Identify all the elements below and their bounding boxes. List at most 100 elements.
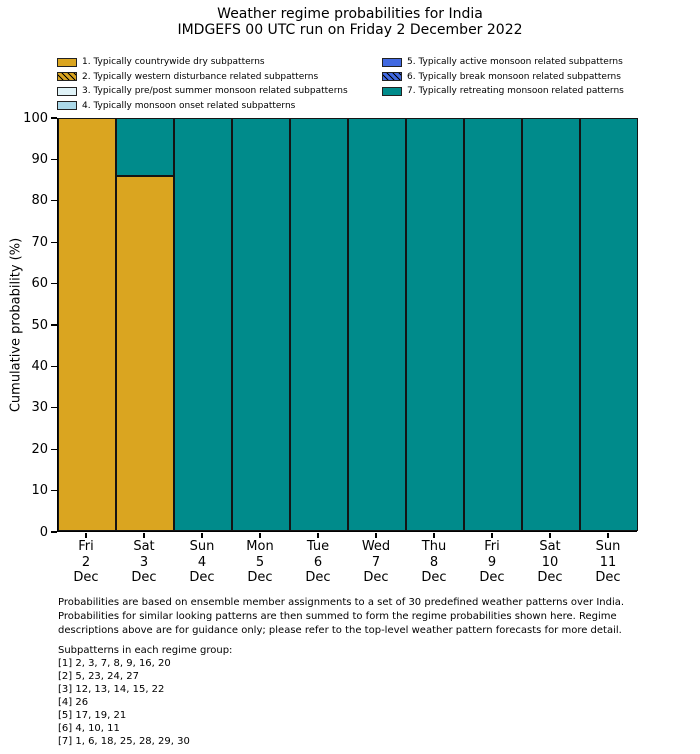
bar-segment-regime-7: [116, 118, 174, 176]
x-tick-label-line: Dec: [73, 570, 99, 585]
footnote-text: Probabilities are based on ensemble memb…: [58, 596, 658, 638]
x-tick-label-line: Dec: [189, 570, 215, 585]
legend-label-regime-4: 4. Typically monsoon onset related subpa…: [82, 100, 296, 111]
y-tick-label-10: 10: [31, 483, 48, 499]
x-tick-label-line: Sun: [595, 539, 621, 554]
chart-title: Weather regime probabilities for India: [217, 6, 483, 22]
legend-item-regime-7: 7. Typically retreating monsoon related …: [382, 84, 624, 99]
legend-item-regime-1: 1. Typically countrywide dry subpatterns: [57, 55, 348, 70]
x-tick-label-line: Dec: [247, 570, 273, 585]
x-tick-mark-5: [317, 533, 319, 538]
chart-subtitle: IMDGEFS 00 UTC run on Friday 2 December …: [177, 22, 523, 38]
legend-label-regime-1: 1. Typically countrywide dry subpatterns: [82, 57, 265, 68]
y-tick-mark-40: [51, 365, 57, 368]
legend-column-left: 1. Typically countrywide dry subpatterns…: [57, 55, 348, 113]
y-tick-label-100: 100: [23, 110, 48, 126]
legend-column-right: 5. Typically active monsoon related subp…: [382, 55, 624, 99]
y-tick-mark-60: [51, 282, 57, 285]
subpatterns-group-1: [1] 2, 3, 7, 8, 9, 16, 20: [58, 658, 171, 669]
bar-segment-regime-7: [290, 118, 348, 531]
subpatterns-group-5: [5] 17, 19, 21: [58, 710, 127, 721]
y-tick-mark-0: [51, 531, 57, 533]
y-tick-label-90: 90: [31, 151, 48, 167]
x-tick-label-line: Thu: [421, 539, 447, 554]
x-tick-label-line: Mon: [246, 539, 274, 554]
bar-segment-regime-7: [522, 118, 580, 531]
x-tick-label-3: Sun 4 Dec: [173, 539, 231, 586]
y-tick-mark-30: [51, 407, 57, 409]
x-tick-label-line: Fri: [78, 539, 94, 554]
x-tick-label-line: Dec: [421, 570, 447, 585]
y-tick-label-60: 60: [31, 276, 48, 292]
x-tick-label-line: Tue: [306, 539, 330, 554]
subpatterns-group-4: [4] 26: [58, 697, 89, 708]
footnote-line-2: Probabilities for similar looking patter…: [58, 611, 617, 622]
legend-swatch-regime-2: [57, 72, 77, 82]
x-tick-label-2: Sat 3 Dec: [115, 539, 173, 586]
x-tick-label-line: 2: [81, 554, 91, 570]
y-tick-label-80: 80: [31, 193, 48, 209]
y-tick-mark-80: [51, 200, 57, 202]
bar-sun-11-dec: [580, 118, 638, 531]
x-tick-mark-8: [491, 533, 493, 538]
bar-segment-regime-7: [174, 118, 232, 531]
legend-item-regime-6: 6. Typically break monsoon related subpa…: [382, 70, 624, 85]
legend-item-regime-4: 4. Typically monsoon onset related subpa…: [57, 99, 348, 114]
bar-sat-10-dec: [522, 118, 580, 531]
y-tick-label-50: 50: [31, 317, 48, 333]
legend-swatch-regime-3: [57, 86, 77, 96]
subpatterns-group-2: [2] 5, 23, 24, 27: [58, 671, 139, 682]
x-tick-label-7: Thu 8 Dec: [405, 539, 463, 586]
bar-wed-7-dec: [348, 118, 406, 531]
x-tick-label-8: Fri 9 Dec: [463, 539, 521, 586]
y-tick-label-0: 0: [39, 524, 48, 540]
bar-segment-regime-7: [580, 118, 638, 531]
y-tick-mark-50: [51, 324, 57, 326]
x-tick-mark-7: [433, 533, 435, 538]
plot-area: [57, 118, 638, 532]
x-tick-mark-1: [85, 533, 87, 538]
x-tick-label-line: 3: [139, 554, 149, 570]
legend-swatch-regime-4: [57, 101, 77, 111]
subpatterns-group-3: [3] 12, 13, 14, 15, 22: [58, 684, 165, 695]
bar-segment-regime-7: [232, 118, 290, 531]
bar-tue-6-dec: [290, 118, 348, 531]
x-tick-label-line: Dec: [595, 570, 621, 585]
bar-sat-3-dec: [116, 118, 174, 531]
legend-swatch-regime-1: [57, 57, 77, 67]
x-tick-label-line: 10: [541, 554, 559, 570]
x-tick-label-line: Sat: [133, 539, 155, 554]
bar-segment-regime-1: [58, 118, 116, 531]
footnote-line-1: Probabilities are based on ensemble memb…: [58, 597, 625, 608]
x-tick-mark-4: [259, 533, 261, 538]
subpatterns-heading: Subpatterns in each regime group:: [58, 645, 233, 656]
legend-label-regime-3: 3. Typically pre/post summer monsoon rel…: [82, 86, 348, 97]
y-tick-mark-90: [51, 158, 57, 161]
x-tick-label-line: Sat: [539, 539, 561, 554]
y-tick-label-20: 20: [31, 441, 48, 457]
y-tick-label-70: 70: [31, 234, 48, 250]
x-tick-label-5: Tue 6 Dec: [289, 539, 347, 586]
bar-segment-regime-7: [464, 118, 522, 531]
x-tick-label-4: Mon 5 Dec: [231, 539, 289, 586]
bar-mon-5-dec: [232, 118, 290, 531]
y-tick-mark-70: [51, 241, 57, 243]
y-tick-mark-10: [51, 489, 57, 492]
x-tick-label-line: 4: [197, 554, 207, 570]
legend-swatch-regime-5: [382, 57, 402, 67]
x-tick-label-line: Dec: [479, 570, 505, 585]
bar-segment-regime-1: [116, 175, 174, 531]
subpatterns-list: Subpatterns in each regime group: [1] 2, …: [58, 644, 458, 748]
bar-thu-8-dec: [406, 118, 464, 531]
legend-label-regime-7: 7. Typically retreating monsoon related …: [407, 86, 624, 97]
subpatterns-group-6: [6] 4, 10, 11: [58, 723, 120, 734]
legend-item-regime-2: 2. Typically western disturbance related…: [57, 70, 348, 85]
bar-sun-4-dec: [174, 118, 232, 531]
legend-item-regime-3: 3. Typically pre/post summer monsoon rel…: [57, 84, 348, 99]
x-tick-label-line: Fri: [484, 539, 500, 554]
y-tick-label-40: 40: [31, 358, 48, 374]
legend-label-regime-6: 6. Typically break monsoon related subpa…: [407, 71, 621, 82]
legend-label-regime-5: 5. Typically active monsoon related subp…: [407, 57, 623, 68]
footnote-line-3: descriptions above are for guidance only…: [58, 625, 622, 636]
x-tick-label-line: Dec: [305, 570, 331, 585]
